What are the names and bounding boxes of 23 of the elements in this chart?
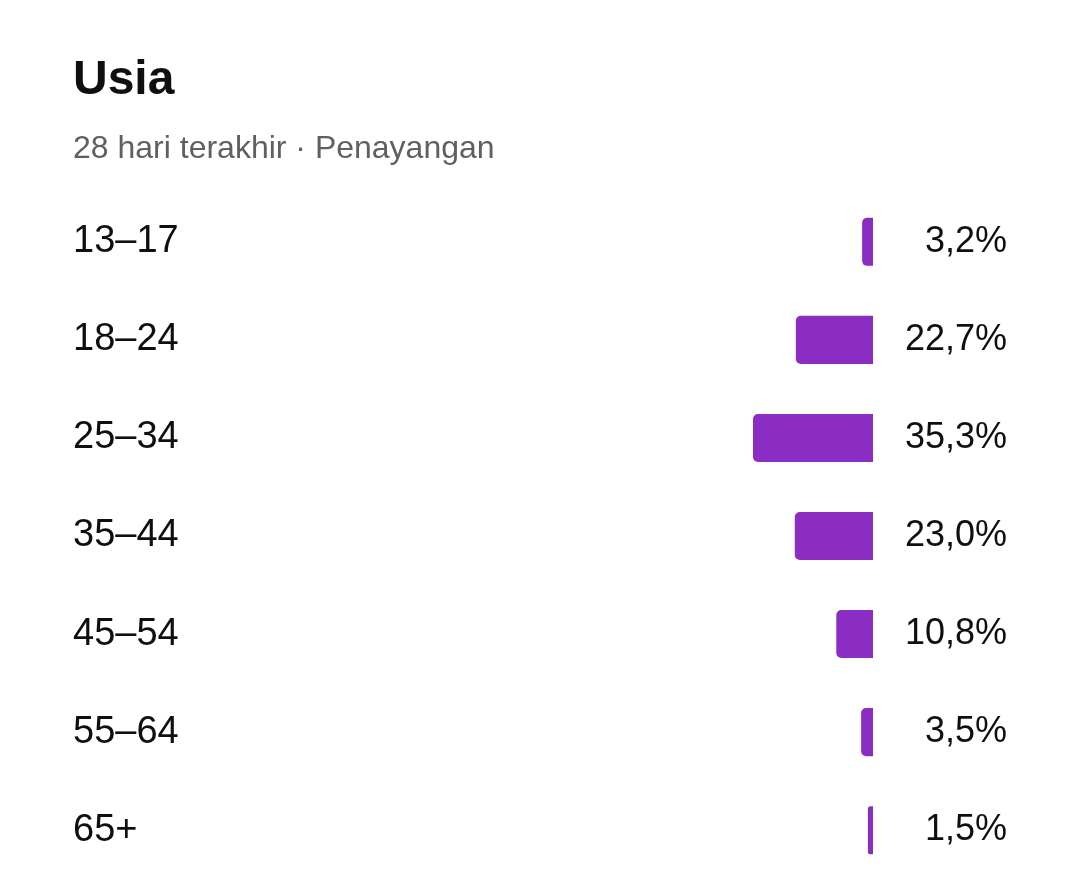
y-tick-label: 35–44 bbox=[73, 512, 179, 555]
text: Usia bbox=[73, 51, 175, 104]
data-label: 3,5% bbox=[924, 709, 1007, 751]
bar bbox=[795, 315, 873, 364]
data-label: 3,2% bbox=[924, 218, 1007, 260]
data-label: 10,8% bbox=[904, 610, 1007, 652]
bar bbox=[862, 217, 873, 266]
y-tick-label: 55–64 bbox=[73, 708, 179, 751]
bar bbox=[861, 708, 873, 757]
y-tick-label: 18–24 bbox=[73, 316, 179, 359]
y-tick-label: 65+ bbox=[73, 806, 138, 849]
bar bbox=[867, 806, 873, 855]
bar bbox=[836, 610, 873, 659]
data-label: 23,0% bbox=[904, 512, 1007, 554]
y-tick-label: 13–17 bbox=[73, 218, 179, 261]
data-label: 35,3% bbox=[904, 414, 1007, 456]
y-tick-label: 45–54 bbox=[73, 610, 179, 653]
data-label: 22,7% bbox=[904, 316, 1007, 358]
data-label: 1,5% bbox=[924, 807, 1007, 849]
y-tick-label: 25–34 bbox=[73, 414, 179, 457]
bar bbox=[794, 511, 873, 561]
bar bbox=[753, 413, 873, 462]
text: 28 hari terakhir · Penayangan bbox=[73, 129, 495, 165]
